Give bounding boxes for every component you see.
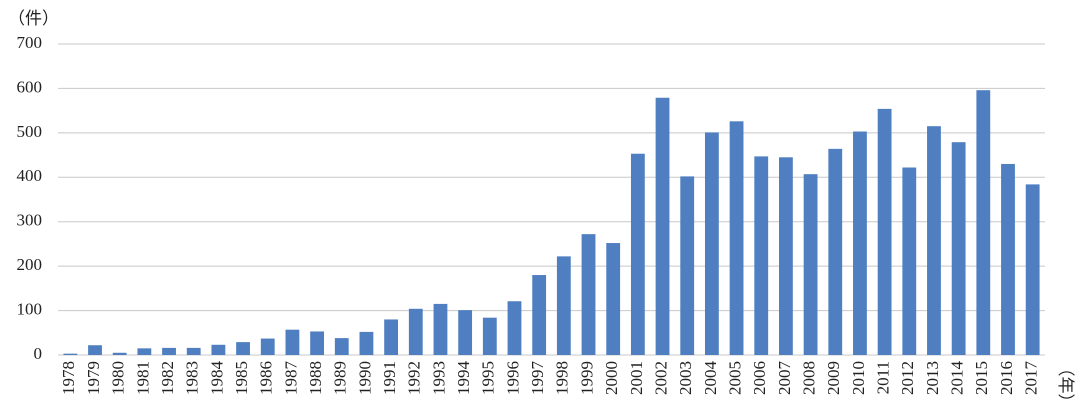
bar [927,126,941,355]
bar [1025,184,1040,355]
bar [137,348,152,355]
x-tick-label: 1994 [454,361,473,396]
bar [754,156,769,355]
bar [236,342,250,355]
bar [680,176,695,355]
y-tick-label: 700 [17,33,43,52]
bar [334,338,349,355]
bar [655,97,670,355]
x-tick-label: 1995 [479,361,498,395]
x-tick-label: 2003 [676,361,695,395]
bar [285,329,300,355]
y-tick-label: 600 [17,77,43,96]
bar [1001,163,1015,355]
bar [211,344,226,355]
bar [877,108,892,355]
x-tick-label: 2009 [824,361,843,395]
y-tick-label: 300 [17,211,43,230]
x-tick-label: 1998 [553,361,572,395]
bar [606,243,621,355]
x-tick-label: 2014 [948,361,967,396]
bar [803,174,818,355]
x-tick-label: 1987 [281,361,300,396]
x-tick-label: 2016 [997,361,1016,395]
bar [556,256,571,355]
bar [507,301,522,355]
y-tick-label: 400 [17,166,43,185]
x-tick-label: 1988 [306,361,325,395]
bar [88,345,102,355]
x-tick-label: 1990 [355,361,374,395]
x-tick-label: 1979 [84,361,103,395]
x-tick-label: 1984 [207,361,226,396]
bar [458,310,473,355]
x-tick-label: 1992 [405,361,424,395]
x-tick-label: 2002 [651,361,670,395]
x-tick-label: 1989 [331,361,350,395]
bar [433,303,448,355]
bar [112,352,127,355]
x-axis-unit: （年） [1056,360,1075,411]
bar [532,275,547,355]
x-tick-label: 1983 [183,361,202,395]
x-tick-label: 1997 [528,361,547,396]
bar [162,347,176,355]
x-tick-label: 1993 [429,361,448,395]
bar [310,331,324,355]
x-tick-label: 1999 [577,361,596,395]
y-tick-label: 100 [17,299,43,318]
x-tick-label: 2005 [725,361,744,395]
x-tick-label: 2001 [627,361,646,395]
bar [186,347,201,355]
bar [951,142,966,355]
x-tick-label: 2006 [750,361,769,395]
bar [630,153,645,355]
x-tick-label: 2012 [898,361,917,395]
x-tick-label: 1980 [109,361,128,395]
x-tick-label: 2007 [775,361,794,396]
bar [581,234,596,355]
y-tick-label: 0 [34,344,43,363]
bar [260,338,275,355]
x-tick-label: 1978 [59,361,78,395]
x-tick-label: 1981 [133,361,152,395]
bar [704,132,719,355]
x-tick-label: 2013 [923,361,942,395]
y-tick-label: 500 [17,122,43,141]
bar [384,319,399,355]
x-tick-label: 2017 [1022,361,1041,396]
bar [779,157,793,355]
x-tick-label: 2004 [701,361,720,396]
bar [359,331,374,355]
x-tick-label: 2008 [799,361,818,395]
x-tick-label: 2015 [972,361,991,395]
bar [828,148,843,355]
x-tick-label: 2010 [849,361,868,395]
bar [408,308,423,355]
y-tick-label: 200 [17,255,43,274]
bar [729,121,744,355]
bar [482,317,497,355]
bar [976,90,991,355]
y-axis-unit: （件） [8,9,59,28]
x-tick-label: 1991 [380,361,399,395]
bar [902,167,917,355]
x-tick-label: 2011 [874,361,893,394]
x-tick-label: 1985 [232,361,251,395]
x-tick-label: 1986 [257,361,276,395]
x-tick-label: 2000 [602,361,621,395]
bar [63,353,78,355]
x-tick-label: 1982 [158,361,177,395]
bar [853,131,867,355]
x-tick-label: 1996 [503,361,522,395]
